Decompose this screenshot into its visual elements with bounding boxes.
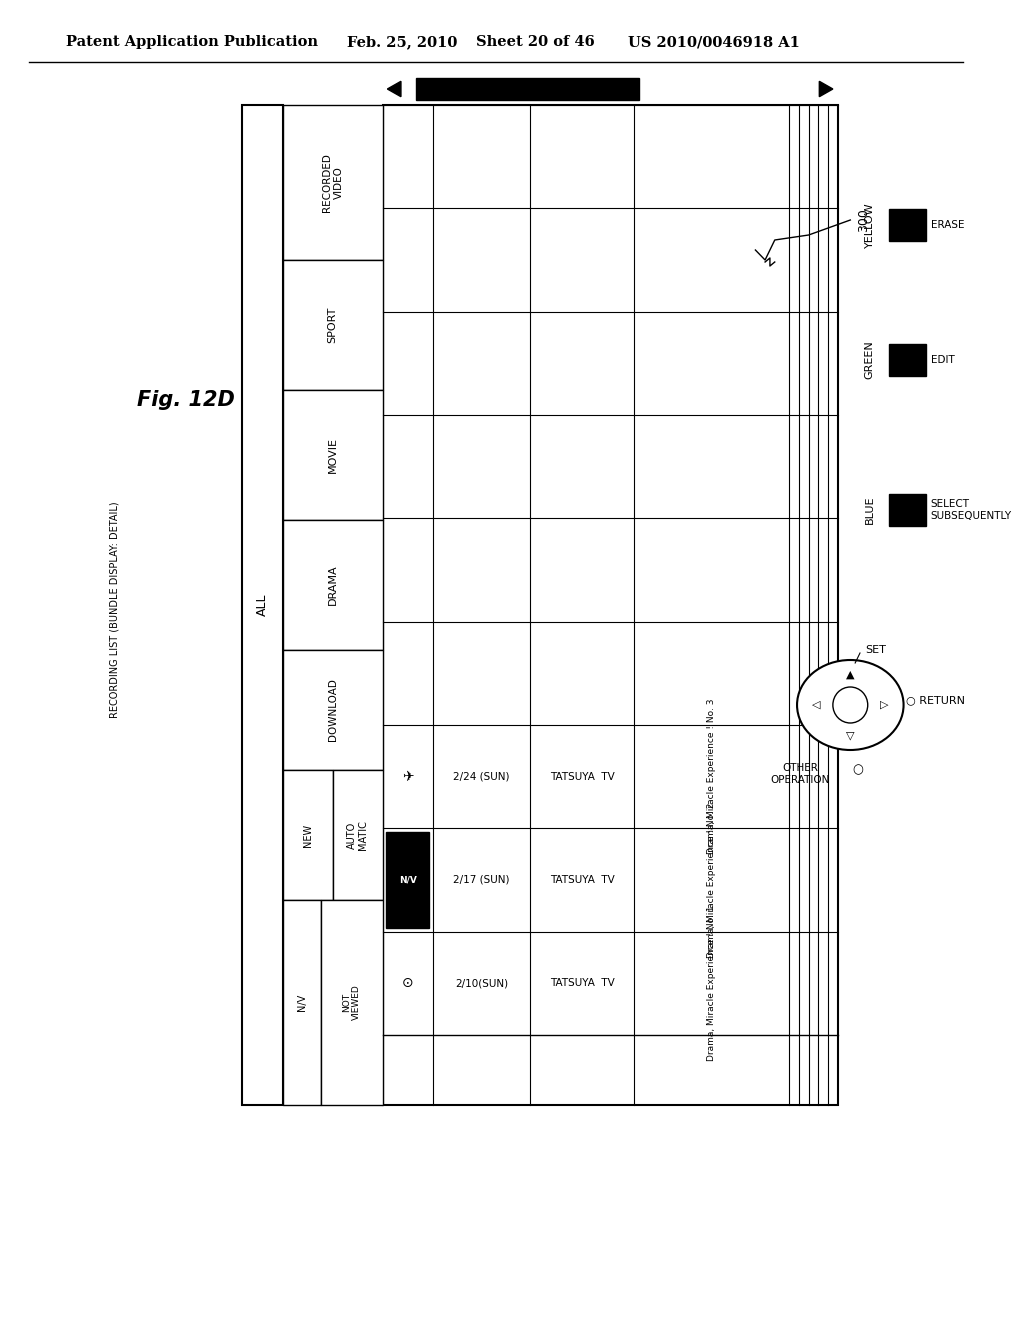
Text: ⊙: ⊙ (401, 977, 414, 990)
Bar (889, 209, 926, 242)
Bar (386, 833, 429, 928)
Bar (283, 106, 383, 260)
Text: Drama, Miracle Experience ! No. 2: Drama, Miracle Experience ! No. 2 (708, 803, 717, 958)
FancyArrow shape (387, 82, 401, 96)
Text: Sheet 20 of 46: Sheet 20 of 46 (476, 36, 595, 49)
Text: ▽: ▽ (846, 730, 855, 741)
Text: Feb. 25, 2010: Feb. 25, 2010 (347, 36, 457, 49)
Text: GREEN: GREEN (864, 341, 874, 379)
Text: Drama, Miracle Experience ! No. 3: Drama, Miracle Experience ! No. 3 (708, 698, 717, 854)
Text: ✶: ✶ (401, 873, 414, 887)
Text: MOVIE: MOVIE (328, 437, 338, 473)
Text: NOT
VIEWED: NOT VIEWED (342, 985, 361, 1020)
Bar (283, 770, 333, 900)
Text: SPORT: SPORT (328, 306, 338, 343)
Text: N/V: N/V (398, 875, 417, 884)
Text: 300: 300 (857, 209, 870, 232)
Text: RECORDED
VIDEO: RECORDED VIDEO (322, 153, 343, 213)
Text: DOWNLOAD: DOWNLOAD (328, 678, 338, 742)
Text: 2/17 (SUN): 2/17 (SUN) (453, 875, 510, 884)
Text: YELLOW: YELLOW (864, 202, 874, 248)
Ellipse shape (797, 660, 903, 750)
Text: DRAMA: DRAMA (328, 565, 338, 606)
Text: AUTO
MATIC: AUTO MATIC (347, 820, 369, 850)
Text: ▲: ▲ (846, 671, 855, 680)
Text: TATSUYA  TV: TATSUYA TV (550, 772, 614, 781)
FancyArrow shape (819, 82, 833, 96)
Bar (283, 389, 383, 520)
Text: ERASE: ERASE (931, 220, 965, 230)
Bar (321, 900, 383, 1105)
Bar (283, 520, 383, 649)
Text: SET: SET (865, 645, 886, 655)
Text: Fig. 12D: Fig. 12D (137, 389, 234, 411)
Text: EDIT: EDIT (931, 355, 954, 366)
Text: ALL: ALL (256, 594, 269, 616)
Text: TATSUYA  TV: TATSUYA TV (550, 875, 614, 884)
Text: ○: ○ (853, 763, 863, 776)
Text: Patent Application Publication: Patent Application Publication (66, 36, 317, 49)
Bar (283, 900, 321, 1105)
Bar (283, 649, 383, 770)
Text: US 2010/0046918 A1: US 2010/0046918 A1 (628, 36, 800, 49)
Bar (383, 106, 838, 1105)
Bar (417, 78, 639, 100)
Bar (889, 345, 926, 376)
Text: N/V: N/V (297, 994, 307, 1011)
Text: 2/24 (SUN): 2/24 (SUN) (453, 772, 510, 781)
Bar (889, 494, 926, 525)
Bar (242, 106, 283, 1105)
Circle shape (833, 686, 867, 723)
Text: ✈: ✈ (401, 770, 414, 784)
Text: BLUE: BLUE (864, 496, 874, 524)
Text: SELECT
SUBSEQUENTLY: SELECT SUBSEQUENTLY (931, 499, 1012, 521)
Text: NEW: NEW (303, 824, 312, 846)
Text: ○ RETURN: ○ RETURN (906, 696, 966, 705)
Bar (283, 260, 383, 389)
Text: TATSUYA  TV: TATSUYA TV (550, 978, 614, 989)
Text: RECORDING LIST (BUNDLE DISPLAY: DETAIL): RECORDING LIST (BUNDLE DISPLAY: DETAIL) (110, 502, 119, 718)
Text: OTHER
OPERATION: OTHER OPERATION (770, 763, 829, 784)
Text: Drama, Miracle Experience ! No. 1: Drama, Miracle Experience ! No. 1 (708, 906, 717, 1061)
Text: ◁: ◁ (812, 700, 820, 710)
Text: 2/10(SUN): 2/10(SUN) (455, 978, 508, 989)
Bar (333, 770, 383, 900)
Text: ▷: ▷ (880, 700, 889, 710)
